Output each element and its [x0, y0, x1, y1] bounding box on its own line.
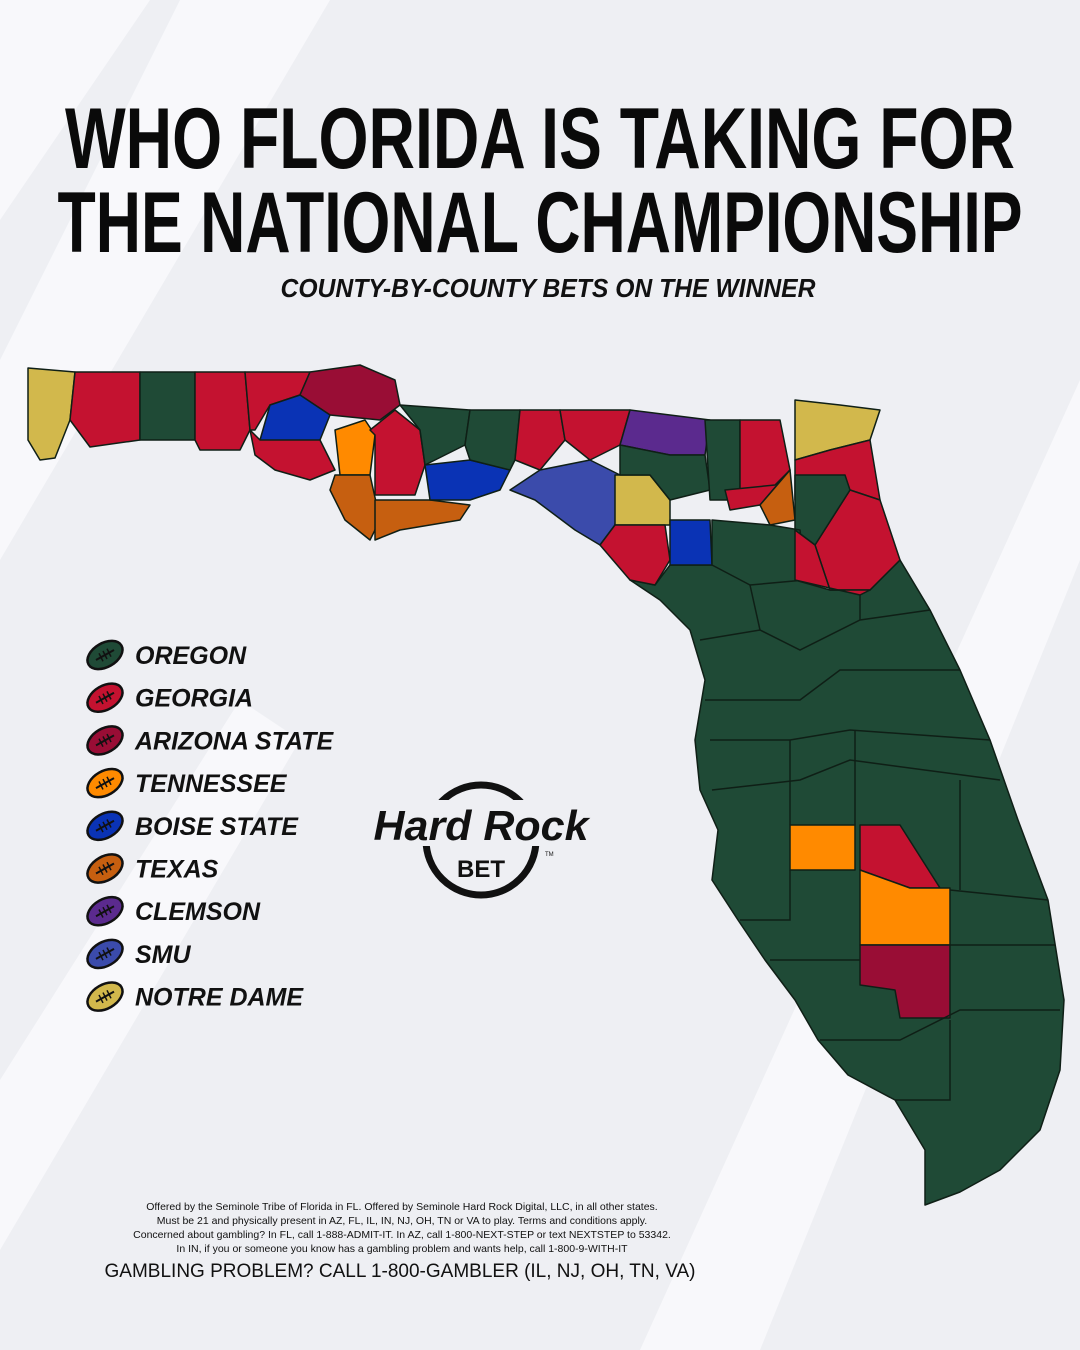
football-stitch — [106, 861, 112, 871]
county-border — [749, 584, 761, 631]
florida-map — [27, 364, 1065, 1206]
county-border — [710, 729, 991, 741]
logo-sub: BET — [457, 856, 505, 883]
county-border — [740, 870, 791, 921]
football-stitch — [102, 864, 108, 873]
stripe — [0, 700, 300, 1250]
football-stitch — [98, 866, 104, 876]
legend-item: SMU — [86, 938, 192, 970]
county — [399, 404, 471, 466]
football-stitch — [98, 823, 104, 833]
county — [704, 419, 741, 501]
football-stitch — [106, 691, 112, 700]
county — [794, 474, 851, 546]
county — [194, 371, 251, 451]
logo-brand: Hard Rock — [374, 802, 592, 849]
legend-item: CLEMSON — [86, 895, 261, 927]
football-stitch — [102, 992, 108, 1001]
football-stitch — [106, 947, 112, 956]
football-stitch — [102, 693, 108, 703]
legend-item: NOTRE DAME — [86, 981, 304, 1012]
football-stitch — [102, 949, 108, 959]
county — [329, 474, 381, 541]
county-border — [711, 759, 1001, 791]
legend-label: TEXAS — [135, 856, 219, 884]
football-stitch — [106, 733, 112, 743]
football-stitch — [98, 781, 104, 790]
disclaimer-line: Concerned about gambling? In FL, call 1-… — [133, 1229, 671, 1241]
legend-item: OREGON — [86, 639, 247, 671]
football-stitch — [106, 989, 112, 999]
legend-label: ARIZONA STATE — [134, 727, 334, 755]
county-border — [895, 1020, 951, 1101]
legend-item: ARIZONA STATE — [86, 725, 334, 756]
county — [139, 371, 196, 441]
county — [514, 409, 566, 471]
legend: OREGON GEORGIA ARIZONA STATE TENNESSEE BOISE… — [86, 639, 334, 1012]
football-stitch — [102, 650, 108, 660]
football-stitch — [102, 906, 108, 916]
county-border — [949, 889, 1049, 901]
helpline: GAMBLING PROBLEM? CALL 1-800-GAMBLER (IL… — [105, 1261, 696, 1282]
stripe — [0, 0, 150, 220]
county — [789, 824, 856, 871]
football-stitch — [98, 951, 104, 961]
county — [464, 409, 521, 471]
football-stitch — [98, 695, 104, 705]
logo-knockout — [368, 800, 596, 846]
football-stitch — [106, 819, 112, 828]
county — [369, 409, 426, 496]
legend-item: GEORGIA — [86, 682, 253, 714]
football-stitch — [106, 648, 112, 658]
football-stitch — [102, 821, 108, 831]
legend-label: GEORGIA — [135, 685, 253, 713]
county — [794, 529, 871, 596]
county — [859, 869, 951, 946]
legend-label: OREGON — [135, 642, 247, 670]
county-border — [820, 1009, 1060, 1041]
legend-item: TEXAS — [86, 853, 219, 884]
county — [669, 519, 713, 566]
legend-label: NOTRE DAME — [135, 984, 304, 1012]
legend-label: BOISE STATE — [135, 813, 299, 841]
football-stitch — [98, 738, 104, 748]
disclaimer-line: Must be 21 and physically present in AZ,… — [157, 1215, 647, 1227]
county — [559, 409, 631, 461]
subtitle: COUNTY-BY-COUNTY BETS ON THE WINNER — [281, 273, 816, 303]
legend-item: TENNESSEE — [86, 767, 288, 799]
legend-item: BOISE STATE — [86, 810, 299, 842]
football-stitch — [98, 909, 104, 918]
legend-label: TENNESSEE — [135, 770, 288, 798]
disclaimer-line: In IN, if you or someone you know has a … — [176, 1243, 628, 1255]
football-stitch — [98, 994, 104, 1004]
county — [249, 429, 336, 481]
disclaimer-line: Offered by the Seminole Tribe of Florida… — [146, 1201, 657, 1213]
legend-label: CLEMSON — [135, 898, 261, 926]
legend-label: SMU — [135, 941, 192, 969]
football-stitch — [106, 904, 112, 914]
logo: Hard Rock BET TM — [368, 781, 596, 899]
logo-trademark: TM — [545, 852, 554, 858]
football-stitch — [106, 776, 112, 786]
football-stitch — [102, 778, 108, 788]
title-line: THE NATIONAL CHAMPIONSHIP — [58, 175, 1023, 271]
title-line: WHO FLORIDA IS TAKING FOR — [65, 91, 1015, 187]
county — [69, 371, 141, 448]
football-stitch — [102, 736, 108, 745]
county-border — [705, 669, 960, 701]
disclaimer: Offered by the Seminole Tribe of Florida… — [105, 1201, 696, 1282]
county — [334, 419, 376, 476]
football-stitch — [98, 652, 104, 662]
county — [619, 444, 711, 501]
county-border — [699, 609, 931, 651]
